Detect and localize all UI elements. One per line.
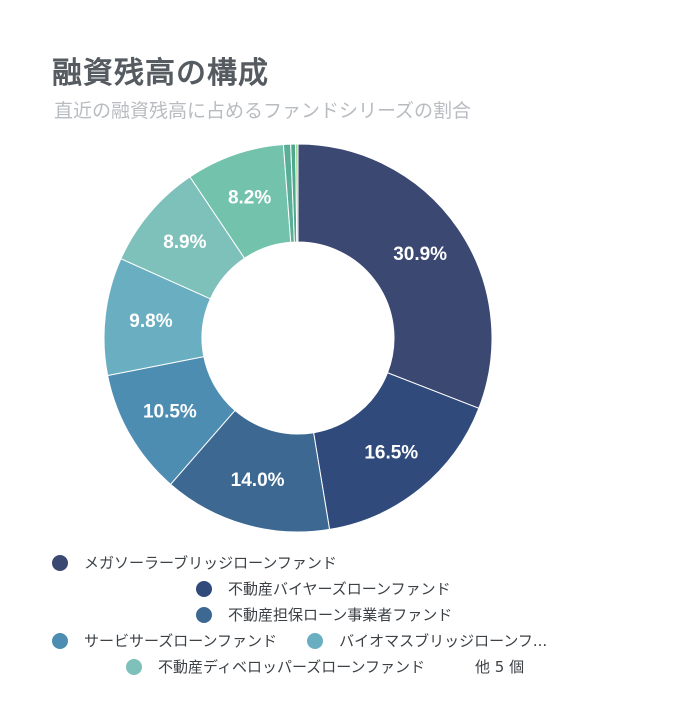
chart-subtitle: 直近の融資残高に占めるファンドシリーズの割合: [54, 100, 472, 122]
legend-swatch: [196, 606, 212, 623]
donut-chart: 30.9% 16.5% 14.0% 10.5% 9.8% 8.9% 8.2%: [103, 143, 493, 533]
legend-swatch: [307, 632, 324, 649]
legend-item[interactable]: 不動産ディベロッパーズローンファンド: [126, 656, 425, 677]
pie-slice[interactable]: [297, 143, 493, 409]
legend-item[interactable]: 不動産担保ローン事業者ファンド: [196, 604, 452, 625]
legend-swatch: [196, 580, 212, 597]
legend-row: 不動産ディベロッパーズローンファンド 他 5 個: [126, 656, 524, 677]
legend-item[interactable]: バイオマスブリッジローンフ...: [307, 630, 547, 651]
legend-swatch: [126, 658, 142, 675]
slice-data-label: 14.0%: [231, 470, 285, 491]
slice-data-label: 9.8%: [129, 311, 172, 332]
slice-data-label: 10.5%: [143, 402, 197, 423]
legend-row: メガソーラーブリッジローンファンド: [52, 552, 337, 573]
legend-swatch: [52, 554, 68, 571]
legend-item[interactable]: 不動産バイヤーズローンファンド: [196, 578, 451, 599]
legend-label: バイオマスブリッジローンフ...: [339, 632, 548, 650]
legend-row: 不動産バイヤーズローンファンド: [196, 578, 451, 599]
legend-label: 不動産バイヤーズローンファンド: [228, 580, 451, 598]
legend-label: サービサーズローンファンド: [84, 632, 278, 650]
pie-slice[interactable]: [313, 372, 480, 530]
legend-item[interactable]: サービサーズローンファンド: [52, 630, 277, 651]
legend-row: 不動産担保ローン事業者ファンド: [196, 604, 452, 625]
slice-data-label: 16.5%: [364, 442, 418, 463]
chart-title: 融資残高の構成: [52, 56, 269, 91]
legend-label: 不動産担保ローン事業者ファンド: [228, 606, 453, 624]
legend-label: メガソーラーブリッジローンファンド: [84, 554, 337, 572]
slice-data-label: 8.2%: [228, 188, 271, 209]
slice-data-label: 8.9%: [163, 232, 206, 253]
legend-more-link[interactable]: 他 5 個: [475, 658, 525, 676]
legend-swatch: [52, 632, 68, 649]
slice-data-label: 30.9%: [393, 244, 447, 265]
pie-slice[interactable]: [295, 143, 299, 243]
legend-row: サービサーズローンファンド バイオマスブリッジローンフ...: [52, 630, 547, 651]
legend-label: 不動産ディベロッパーズローンファンド: [158, 658, 426, 676]
legend-item[interactable]: メガソーラーブリッジローンファンド: [52, 552, 337, 573]
